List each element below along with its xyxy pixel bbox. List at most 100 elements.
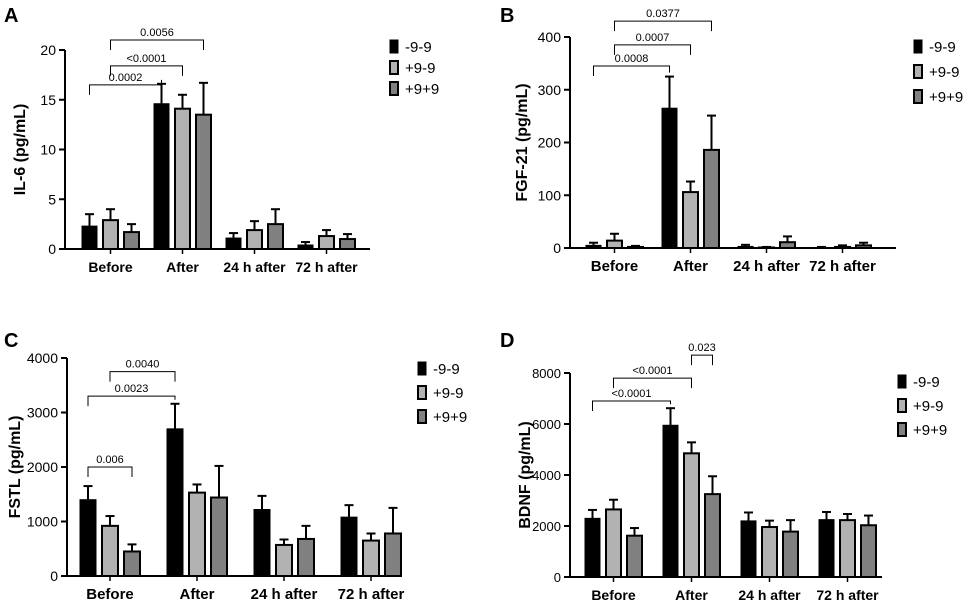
bar (683, 452, 700, 579)
y-tick-label: 4000 (27, 350, 58, 366)
y-tick-label: 3000 (27, 405, 58, 421)
bar (626, 534, 643, 579)
x-tick-label: 72 h after (816, 587, 879, 602)
bar (585, 244, 602, 249)
x-tick-label: After (179, 586, 214, 602)
y-tick-label: 300 (538, 82, 562, 98)
bar (174, 107, 191, 250)
y-axis-label: FGF-21 (pg/mL) (514, 83, 531, 201)
bar (761, 526, 778, 579)
legend-swatch (897, 374, 907, 389)
bar (123, 231, 140, 251)
y-tick-label: 200 (538, 135, 562, 151)
y-tick-label: 8000 (532, 366, 561, 381)
significance-bracket (110, 65, 183, 76)
significance-bracket (87, 395, 176, 407)
p-value-label: 0.0056 (140, 27, 174, 39)
panel-label: C (4, 330, 18, 352)
bar (253, 509, 271, 577)
bar (339, 238, 356, 251)
x-tick-label: 72 h after (295, 259, 358, 275)
bar (682, 191, 699, 250)
y-tick-label: 0 (553, 240, 561, 256)
panel-label: D (500, 330, 514, 352)
bar (318, 235, 335, 251)
bar (267, 223, 284, 250)
x-tick-label: 72 h after (338, 586, 405, 602)
x-tick-label: After (675, 587, 708, 602)
y-tick-label: 20 (40, 42, 56, 58)
legend-label: +9+9 (929, 89, 963, 106)
x-tick-label: Before (88, 259, 133, 275)
bar (627, 245, 644, 250)
bar (81, 225, 98, 250)
bar (153, 103, 170, 250)
significance-bracket (613, 377, 692, 389)
legend-label: -9-9 (433, 361, 460, 378)
legend-swatch (389, 81, 399, 96)
y-tick-label: 2000 (27, 459, 58, 475)
bar (384, 532, 402, 577)
p-value-label: 0.0377 (646, 8, 680, 20)
bar (855, 244, 872, 250)
bar (834, 245, 851, 250)
x-tick-label: After (166, 259, 199, 275)
bar (839, 519, 856, 579)
legend-swatch (417, 385, 427, 400)
legend-label: +9+9 (433, 409, 467, 426)
bar (166, 428, 184, 577)
y-tick-label: 2000 (532, 519, 561, 534)
y-tick-label: 5 (48, 191, 56, 207)
p-value-label: 0.006 (96, 454, 124, 466)
bar (275, 543, 293, 577)
bar (662, 424, 679, 578)
x-tick-label: 24 h after (251, 586, 318, 602)
bar (340, 516, 358, 577)
p-value-label: <0.0001 (611, 388, 651, 400)
legend-label: -9-9 (929, 39, 956, 56)
x-tick-label: After (673, 258, 708, 275)
bar (605, 508, 622, 578)
panel-label: A (4, 5, 18, 27)
bar (210, 496, 228, 577)
bar (606, 239, 623, 250)
y-tick-label: 0 (48, 241, 56, 257)
p-value-label: <0.0001 (632, 365, 672, 377)
legend-swatch (389, 60, 399, 75)
legend-label: +9-9 (433, 385, 463, 402)
bar (225, 237, 242, 250)
bar (782, 530, 799, 578)
x-tick-label: 24 h after (733, 258, 800, 275)
bar (79, 499, 97, 577)
bar (297, 244, 314, 250)
bar (246, 229, 263, 251)
panel-label: B (500, 5, 514, 27)
legend-swatch (913, 64, 923, 79)
legend-swatch (913, 39, 923, 54)
bar (195, 113, 212, 250)
y-tick-label: 15 (40, 92, 56, 108)
y-axis-label: FSTL (pg/mL) (7, 416, 24, 519)
legend-label: -9-9 (913, 374, 940, 391)
y-tick-label: 1000 (27, 514, 58, 530)
significance-bracket (110, 39, 204, 51)
bar (703, 148, 720, 249)
legend-label: +9-9 (929, 64, 959, 81)
legend-swatch (417, 409, 427, 424)
legend-swatch (417, 361, 427, 376)
y-axis-label: BDNF (pg/mL) (517, 421, 534, 529)
x-tick-label: 72 h after (809, 258, 876, 275)
bar (123, 550, 141, 577)
bar (818, 519, 835, 578)
bar (297, 537, 315, 578)
p-value-label: 0.0008 (615, 53, 649, 65)
p-value-label: <0.0001 (126, 53, 166, 65)
bar (188, 491, 206, 577)
p-value-label: 0.0002 (109, 72, 143, 84)
significance-bracket (109, 371, 176, 382)
legend-label: +9+9 (913, 422, 947, 439)
bar (102, 219, 119, 251)
significance-bracket (87, 466, 133, 477)
y-tick-label: 10 (40, 142, 56, 158)
legend-label: -9-9 (405, 39, 432, 56)
